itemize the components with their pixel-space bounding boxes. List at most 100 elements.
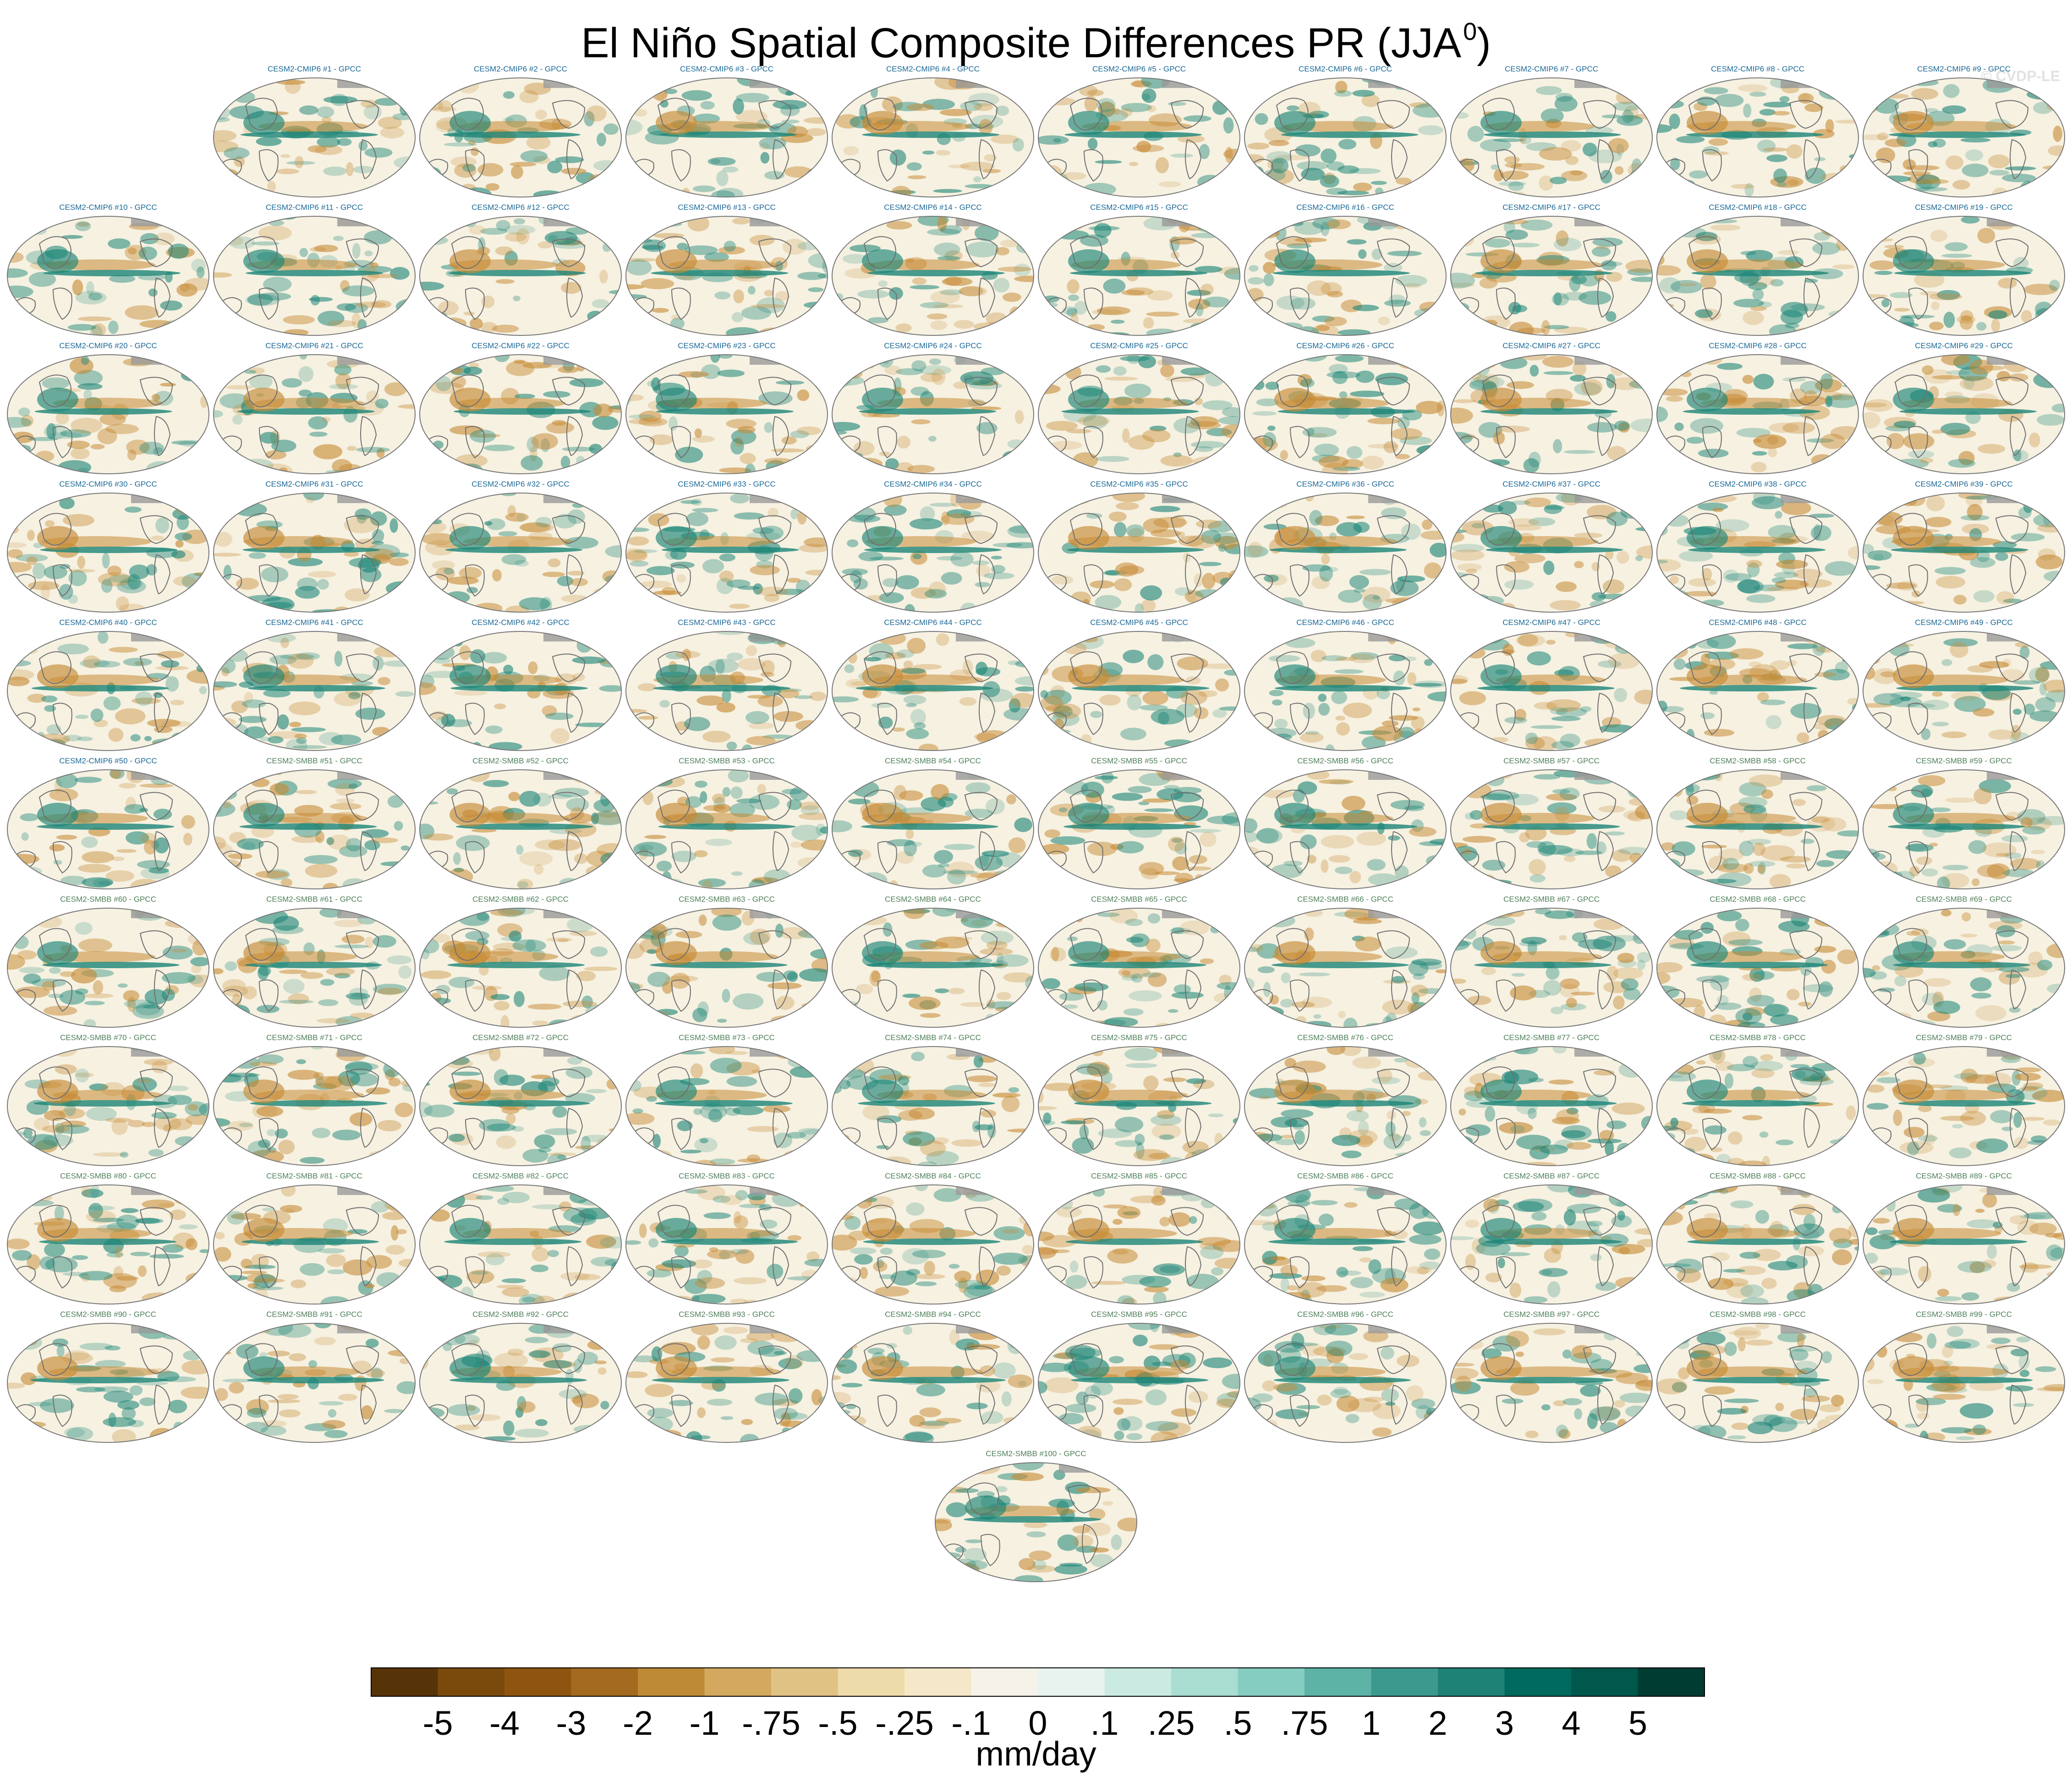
coastlines [634,789,792,874]
map-panel-68: CESM2-SMBB #68 - GPCC [1656,895,1859,1028]
map-panel-15: CESM2-CMIP6 #15 - GPCC [1038,203,1240,336]
map-panel-92: CESM2-SMBB #92 - GPCC [419,1310,622,1443]
map-field [832,1185,1034,1304]
map-field [1657,770,1858,889]
map-field [1657,493,1858,612]
map-field [1244,1323,1446,1442]
map-panel-83: CESM2-SMBB #83 - GPCC [625,1172,828,1305]
panel-label: CESM2-SMBB #58 - GPCC [1710,756,1806,765]
coastlines [1253,651,1410,735]
map-panel-32: CESM2-CMIP6 #32 - GPCC [419,480,622,613]
map-field [832,78,1034,197]
coastlines [634,1343,792,1427]
map-panel-35: CESM2-CMIP6 #35 - GPCC [1038,480,1240,613]
panel-label: CESM2-SMBB #96 - GPCC [1297,1310,1393,1319]
map-panel-74: CESM2-SMBB #74 - GPCC [832,1033,1034,1166]
map-panel-87: CESM2-SMBB #87 - GPCC [1450,1172,1653,1305]
panel-label: CESM2-SMBB #53 - GPCC [679,756,775,765]
panel-label: CESM2-CMIP6 #16 - GPCC [1296,203,1394,212]
map-panel-44: CESM2-CMIP6 #44 - GPCC [832,618,1034,751]
coastlines [1459,513,1617,597]
panel-label: CESM2-SMBB #67 - GPCC [1503,895,1600,904]
coastlines [634,651,792,735]
map-panel-26: CESM2-CMIP6 #26 - GPCC [1244,341,1447,474]
panel-label: CESM2-SMBB #57 - GPCC [1503,756,1600,765]
panel-label: CESM2-CMIP6 #7 - GPCC [1505,65,1598,73]
coastlines [1047,1343,1204,1427]
map-panel-60: CESM2-SMBB #60 - GPCC [7,895,209,1028]
coastlines [1871,374,2029,459]
panel-label: CESM2-SMBB #55 - GPCC [1091,756,1187,765]
map-field [1863,770,2065,889]
map-panel-17: CESM2-CMIP6 #17 - GPCC [1450,203,1653,336]
panel-label: CESM2-SMBB #77 - GPCC [1503,1033,1600,1042]
panel-label: CESM2-SMBB #89 - GPCC [1916,1172,2012,1180]
map-panel-58: CESM2-SMBB #58 - GPCC [1656,756,1859,889]
map-field [214,908,415,1027]
panel-label: CESM2-CMIP6 #28 - GPCC [1709,341,1807,350]
map-field [214,78,415,197]
coastlines [840,98,998,182]
map-field [1863,78,2065,197]
map-panel-1: CESM2-CMIP6 #1 - GPCC [213,65,416,197]
colorbar-swatch [1504,1668,1572,1696]
panel-label: CESM2-CMIP6 #29 - GPCC [1915,341,2013,350]
coastlines [1871,1205,2029,1289]
coastlines [840,1343,998,1427]
map-panel-46: CESM2-CMIP6 #46 - GPCC [1244,618,1447,751]
panel-label: CESM2-SMBB #69 - GPCC [1916,895,2012,904]
panel-label: CESM2-SMBB #80 - GPCC [60,1172,156,1180]
map-field [1038,216,1240,335]
coastlines [222,374,379,459]
map-field [1038,1185,1240,1304]
map-panel-51: CESM2-SMBB #51 - GPCC [213,756,416,889]
map-field [1244,1047,1446,1166]
colorbar-swatch [1305,1668,1371,1696]
map-field [7,1323,209,1442]
panel-label: CESM2-SMBB #70 - GPCC [60,1033,156,1042]
map-panel-96: CESM2-SMBB #96 - GPCC [1244,1310,1447,1443]
map-panel-41: CESM2-CMIP6 #41 - GPCC [213,618,416,751]
colorbar-swatch [438,1668,505,1696]
colorbar-swatch [1038,1668,1105,1696]
coastlines [1047,928,1204,1012]
map-field [420,770,621,889]
panel-label: CESM2-CMIP6 #1 - GPCC [268,65,361,73]
map-field [626,493,828,612]
panel-label: CESM2-CMIP6 #50 - GPCC [59,756,157,765]
map-field [214,631,415,751]
map-panel-30: CESM2-CMIP6 #30 - GPCC [7,480,209,613]
map-field [832,355,1034,474]
panel-label: CESM2-CMIP6 #33 - GPCC [678,480,776,488]
panel-grid: CESM2-CMIP6 #1 - GPCC CESM2-CMIP6 #2 - GP… [7,65,2065,1582]
colorbar-swatch [1171,1668,1238,1696]
colorbar-swatch [1104,1668,1172,1696]
panel-label: CESM2-SMBB #82 - GPCC [472,1172,569,1180]
map-panel-77: CESM2-SMBB #77 - GPCC [1450,1033,1653,1166]
title-close: ) [1477,20,1491,66]
panel-label: CESM2-CMIP6 #5 - GPCC [1092,65,1186,73]
map-panel-45: CESM2-CMIP6 #45 - GPCC [1038,618,1240,751]
map-panel-31: CESM2-CMIP6 #31 - GPCC [213,480,416,613]
coastlines [428,513,586,597]
panel-label: CESM2-CMIP6 #19 - GPCC [1915,203,2013,212]
map-field [214,770,415,889]
map-field [1863,493,2065,612]
map-panel-69: CESM2-SMBB #69 - GPCC [1863,895,2065,1028]
map-field [420,908,621,1027]
page-title: El Niño Spatial Composite Differences PR… [0,17,2072,67]
panel-label: CESM2-SMBB #71 - GPCC [266,1033,362,1042]
map-field [1451,216,1652,335]
map-panel-73: CESM2-SMBB #73 - GPCC [625,1033,828,1166]
coastlines [16,374,173,459]
colorbar-swatch [638,1668,705,1696]
map-panel-66: CESM2-SMBB #66 - GPCC [1244,895,1447,1028]
map-panel-57: CESM2-SMBB #57 - GPCC [1450,756,1653,889]
panel-label: CESM2-CMIP6 #25 - GPCC [1090,341,1188,350]
panel-label: CESM2-CMIP6 #43 - GPCC [678,618,776,627]
panel-label: CESM2-SMBB #87 - GPCC [1503,1172,1600,1180]
coastlines [1665,513,1823,597]
map-panel-79: CESM2-SMBB #79 - GPCC [1863,1033,2065,1166]
panel-label: CESM2-CMIP6 #37 - GPCC [1502,480,1601,488]
map-field [1244,355,1446,474]
